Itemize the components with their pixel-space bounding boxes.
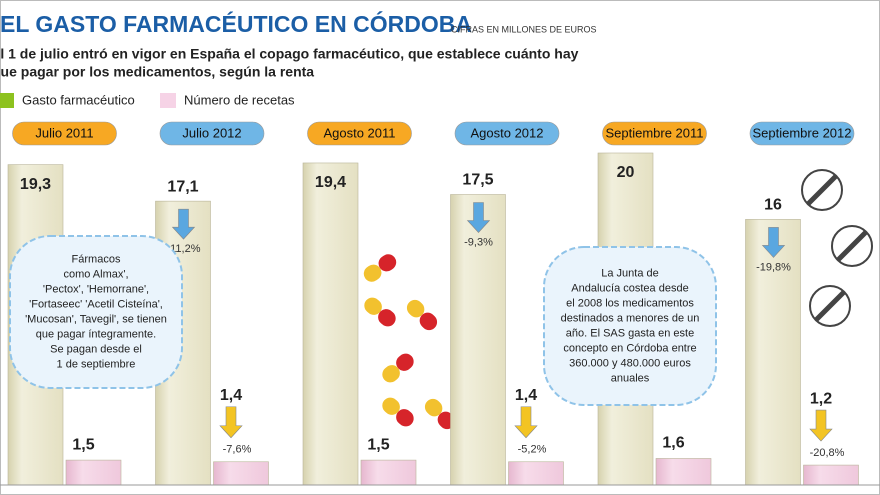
- callout-text: 'Mucosan', Tavegil', se tienen: [25, 313, 167, 325]
- category-label: Julio 2011: [35, 125, 93, 140]
- change-label: -5,2%: [518, 444, 547, 456]
- category-label: Julio 2012: [182, 125, 241, 140]
- chart-subtitle: CIFRAS EN MILLONES DE EUROS: [451, 24, 597, 34]
- value-label: 19,3: [20, 176, 51, 193]
- category-pill: [454, 121, 560, 146]
- legend-label: Número de recetas: [184, 92, 295, 107]
- callout-text: La Junta de: [601, 267, 659, 279]
- change-arrow: [809, 409, 833, 442]
- description: que pagar por los medicamentos, según la…: [0, 64, 314, 80]
- category-label: Agosto 2011: [323, 125, 395, 140]
- category-label: Septiembre 2012: [752, 125, 851, 140]
- change-label: -19,8%: [756, 261, 791, 273]
- category-label: Septiembre 2011: [605, 125, 703, 140]
- bar: [803, 464, 859, 486]
- callout-text: 'Fortaseec' 'Acetil Cisteína',: [29, 298, 163, 310]
- bar: [655, 458, 712, 486]
- callout-text: destinados a menores de un: [561, 312, 700, 324]
- value-label: 1,5: [72, 436, 94, 453]
- callout-text: el 2008 los medicamentos: [566, 297, 694, 309]
- description: El 1 de julio entró en vigor en España e…: [0, 46, 579, 62]
- value-label: 17,5: [462, 172, 493, 189]
- callout-text: concepto en Córdoba entre: [563, 342, 696, 354]
- bar: [65, 459, 122, 486]
- change-arrow: [514, 406, 538, 439]
- value-label: 1,4: [220, 387, 242, 404]
- legend-swatch: [0, 93, 14, 108]
- value-label: 1,4: [515, 387, 537, 404]
- callout-text: que pagar íntegramente.: [36, 328, 156, 340]
- callout: [543, 246, 717, 406]
- chart-title: EL GASTO FARMACÉUTICO EN CÓRDOBA: [0, 10, 472, 37]
- category-pill: [159, 121, 265, 146]
- bar: [213, 461, 269, 486]
- category-pill: [602, 121, 707, 146]
- callout-text: Fármacos: [72, 253, 121, 265]
- change-label: -9,3%: [464, 236, 493, 248]
- bar: [450, 194, 506, 486]
- legend-swatch: [160, 93, 176, 108]
- category-pill: [749, 121, 855, 146]
- bar: [745, 219, 801, 486]
- callout-text: 'Pectox', 'Hemorrane',: [43, 283, 149, 295]
- change-arrow: [219, 406, 243, 439]
- category-label: Agosto 2012: [470, 125, 543, 140]
- legend-label: Gasto farmacéutico: [22, 92, 135, 107]
- callout: [9, 235, 183, 389]
- value-label: 1,5: [367, 436, 389, 453]
- value-label: 19,4: [315, 174, 346, 191]
- callout-text: año. El SAS gasta en este: [566, 327, 694, 339]
- category-pill: [307, 121, 412, 146]
- change-arrow: [761, 227, 786, 258]
- value-label: 17,1: [167, 178, 198, 195]
- bar: [508, 461, 564, 486]
- change-label: -20,8%: [810, 447, 845, 459]
- value-label: 1,2: [810, 390, 832, 407]
- callout-text: 360.000 y 480.000 euros: [569, 357, 691, 369]
- callout-text: Andalucía costea desde: [571, 282, 688, 294]
- callout-text: Se pagan desde el: [50, 343, 142, 355]
- value-label: 1,6: [662, 435, 684, 452]
- capsules: [363, 254, 456, 430]
- value-label: 16: [764, 197, 782, 214]
- callout-text: 1 de septiembre: [57, 358, 136, 370]
- tablets: [801, 169, 873, 327]
- change-arrow: [466, 202, 491, 233]
- change-arrow: [171, 208, 196, 240]
- callout-text: como Almax',: [63, 268, 128, 280]
- value-label: 20: [617, 164, 635, 181]
- callout-text: anuales: [611, 372, 650, 384]
- category-pill: [12, 121, 117, 146]
- change-label: -7,6%: [223, 444, 252, 456]
- bar: [302, 162, 359, 486]
- bar: [360, 459, 417, 486]
